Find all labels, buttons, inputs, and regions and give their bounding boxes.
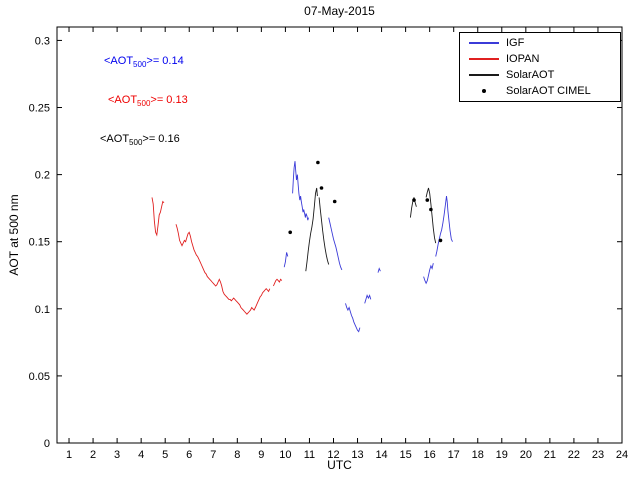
mean-aot-annotation-solaraot: <AOT500>= 0.16 — [100, 133, 180, 147]
series-igf — [283, 161, 453, 333]
series-segment — [435, 196, 453, 257]
x-tick-label: 14 — [375, 449, 387, 461]
x-tick-label: 4 — [138, 449, 144, 461]
cimel-dot — [319, 186, 324, 190]
x-tick-label: 24 — [616, 449, 628, 461]
y-tick-label: 0.05 — [29, 371, 50, 383]
x-tick-label: 16 — [424, 449, 436, 461]
legend-line-sample-igf — [469, 42, 499, 44]
legend-label: IOPAN — [506, 53, 540, 65]
cimel-dot — [425, 198, 430, 202]
series-segment — [151, 197, 165, 237]
x-tick-label: 13 — [351, 449, 363, 461]
cimel-dot — [316, 160, 320, 165]
series-segment — [364, 294, 372, 304]
series-solaraot-cimel — [288, 160, 443, 243]
legend-label: SolarAOT CIMEL — [506, 85, 591, 97]
mean-aot-annotation-iopan: <AOT500>= 0.13 — [108, 94, 188, 108]
annotation-prefix: <AOT — [104, 55, 134, 67]
x-axis-label: UTC — [327, 458, 352, 472]
plot-box — [56, 26, 623, 444]
x-tick-label: 11 — [304, 449, 315, 461]
x-axis-ticks: 1 2 3 4 5 6 7 8 9 10 11 12 13 14 15 16 17 18 19 20 21 22 23 24 — [66, 27, 628, 461]
legend-dot-marker-sample — [469, 89, 499, 93]
series-segment — [423, 263, 434, 285]
legend-item-solaraot-cimel: SolarAOT CIMEL — [460, 83, 620, 99]
cimel-dot — [288, 230, 293, 235]
series-segment — [175, 224, 271, 315]
x-tick-label: 1 — [66, 449, 72, 461]
annotation-value: >= 0.13 — [150, 94, 188, 106]
annotation-subscript: 500 — [133, 60, 147, 70]
legend-label: SolarAOT — [506, 69, 555, 81]
y-axis-ticks: 0 0.05 0.1 0.15 0.2 0.25 0.3 — [29, 35, 622, 450]
x-tick-label: 23 — [592, 449, 604, 461]
y-tick-label: 0.2 — [35, 170, 50, 182]
legend-line-sample-solaraot — [469, 74, 499, 76]
x-tick-label: 5 — [162, 449, 168, 461]
series-iopan — [151, 197, 283, 315]
annotation-prefix: <AOT — [108, 94, 138, 106]
annotation-prefix: <AOT — [100, 133, 130, 145]
annotation-subscript: 500 — [129, 138, 143, 148]
y-tick-label: 0.15 — [29, 237, 50, 249]
y-tick-label: 0 — [44, 438, 50, 450]
cimel-dot — [438, 238, 443, 243]
y-tick-label: 0.1 — [35, 304, 50, 316]
series-segment — [425, 187, 437, 244]
annotation-value: >= 0.16 — [142, 133, 180, 145]
x-tick-label: 7 — [210, 449, 216, 461]
x-tick-label: 21 — [544, 449, 556, 461]
series-segment — [318, 197, 330, 265]
legend-label: IGF — [506, 37, 525, 49]
y-tick-label: 0.3 — [35, 35, 50, 47]
series-segment — [305, 187, 318, 272]
y-axis-label: AOT at 500 nm — [7, 194, 21, 276]
x-tick-label: 17 — [448, 449, 460, 461]
legend-item-solaraot: SolarAOT — [460, 67, 620, 83]
x-tick-label: 6 — [186, 449, 192, 461]
x-tick-label: 19 — [496, 449, 508, 461]
series-segment — [377, 267, 381, 273]
legend-line-sample-iopan — [469, 58, 499, 60]
series-segment — [328, 217, 343, 271]
cimel-dot — [332, 199, 337, 204]
x-tick-label: 2 — [90, 449, 96, 461]
legend-item-igf: IGF — [460, 35, 620, 51]
cimel-dot — [412, 198, 416, 202]
series-segment — [345, 303, 361, 333]
series-segment — [283, 252, 289, 268]
y-tick-label: 0.25 — [29, 103, 50, 115]
x-tick-label: 3 — [114, 449, 120, 461]
cimel-dot — [429, 207, 433, 212]
legend-box: IGF IOPAN SolarAOT SolarAOT CIMEL — [459, 32, 621, 102]
series-segment — [272, 278, 283, 287]
series-segment — [292, 161, 309, 221]
x-tick-label: 9 — [258, 449, 264, 461]
x-tick-label: 12 — [327, 449, 339, 461]
x-tick-label: 20 — [520, 449, 532, 461]
legend-item-iopan: IOPAN — [460, 51, 620, 67]
x-tick-label: 8 — [234, 449, 240, 461]
chart-title: 07-May-2015 — [304, 4, 375, 18]
x-tick-label: 15 — [399, 449, 411, 461]
annotation-value: >= 0.14 — [146, 55, 184, 67]
x-tick-label: 10 — [279, 449, 291, 461]
series-solaraot — [305, 187, 437, 272]
x-tick-label: 18 — [472, 449, 484, 461]
x-tick-label: 22 — [568, 449, 580, 461]
annotation-subscript: 500 — [137, 99, 151, 109]
mean-aot-annotation-igf: <AOT500>= 0.14 — [104, 55, 184, 69]
